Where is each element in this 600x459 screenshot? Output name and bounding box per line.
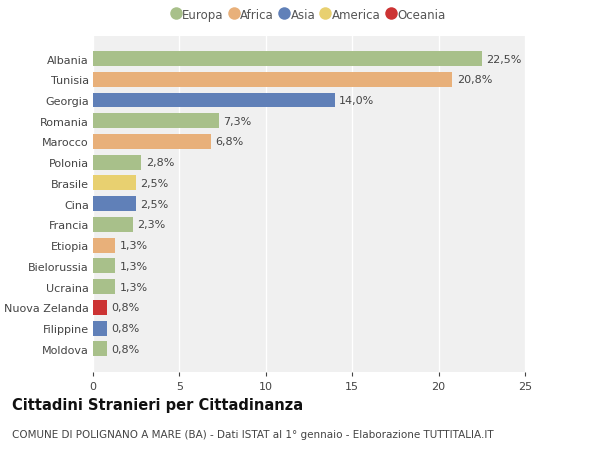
Bar — [93, 341, 107, 357]
Text: 2,3%: 2,3% — [137, 220, 166, 230]
Text: 0,8%: 0,8% — [111, 344, 139, 354]
Text: 6,8%: 6,8% — [215, 137, 243, 147]
Bar — [93, 197, 136, 212]
Text: 14,0%: 14,0% — [339, 96, 374, 106]
Text: 1,3%: 1,3% — [120, 261, 148, 271]
Text: 0,8%: 0,8% — [111, 324, 139, 333]
Bar — [93, 135, 211, 150]
Text: COMUNE DI POLIGNANO A MARE (BA) - Dati ISTAT al 1° gennaio - Elaborazione TUTTIT: COMUNE DI POLIGNANO A MARE (BA) - Dati I… — [12, 429, 494, 439]
Text: 1,3%: 1,3% — [120, 282, 148, 292]
Text: 7,3%: 7,3% — [223, 117, 252, 127]
Bar — [93, 218, 133, 232]
Bar — [93, 238, 115, 253]
Text: 2,8%: 2,8% — [146, 158, 174, 168]
Bar — [93, 114, 219, 129]
Bar — [93, 259, 115, 274]
Bar — [93, 321, 107, 336]
Bar — [93, 280, 115, 295]
Text: 1,3%: 1,3% — [120, 241, 148, 251]
Text: 20,8%: 20,8% — [457, 75, 492, 85]
Text: 0,8%: 0,8% — [111, 303, 139, 313]
Bar — [93, 300, 107, 315]
Bar — [93, 176, 136, 191]
Bar — [93, 93, 335, 108]
Text: 22,5%: 22,5% — [486, 55, 521, 64]
Bar — [93, 156, 142, 170]
Text: Cittadini Stranieri per Cittadinanza: Cittadini Stranieri per Cittadinanza — [12, 397, 303, 412]
Bar — [93, 52, 482, 67]
Bar — [93, 73, 452, 88]
Text: 2,5%: 2,5% — [140, 199, 169, 209]
Legend: Europa, Africa, Asia, America, Oceania: Europa, Africa, Asia, America, Oceania — [168, 4, 450, 27]
Text: 2,5%: 2,5% — [140, 179, 169, 189]
